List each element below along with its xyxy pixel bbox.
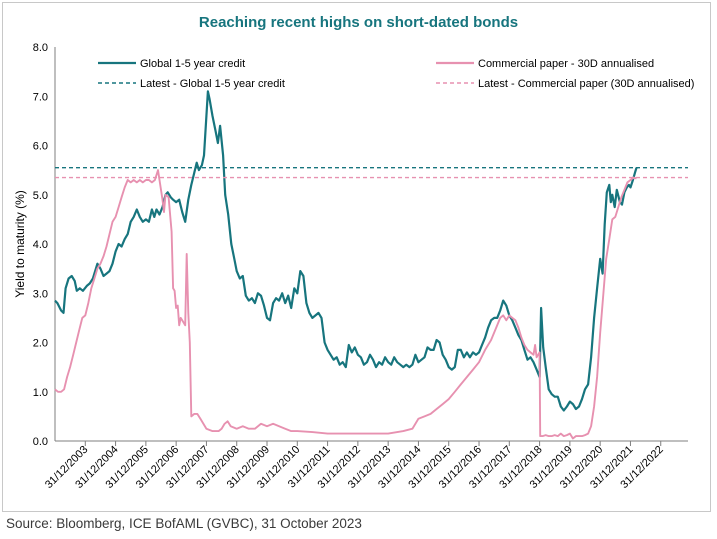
y-tick-label: 3.0: [33, 288, 48, 300]
y-tick-label: 5.0: [33, 190, 48, 202]
y-tick-label: 8.0: [33, 42, 48, 54]
chart-frame: [2, 2, 711, 512]
y-tick-label: 4.0: [33, 239, 48, 251]
series-1-line: [54, 90, 638, 412]
legend-label: Commercial paper - 30D annualised: [478, 58, 654, 70]
chart-title: Reaching recent highs on short-dated bon…: [198, 14, 519, 31]
legend-label: Latest - Commercial paper (30D annualise…: [478, 78, 694, 90]
y-tick-label: 0.0: [33, 436, 48, 448]
source-note: Source: Bloomberg, ICE BofAML (GVBC), 31…: [6, 516, 362, 531]
legend-label: Global 1-5 year credit: [140, 58, 245, 70]
y-tick-label: 2.0: [33, 338, 48, 350]
series-2-line: [54, 169, 637, 440]
y-tick-label: 6.0: [33, 141, 48, 153]
legend-label: Latest - Global 1-5 year credit: [140, 78, 285, 90]
y-tick-label: 1.0: [33, 387, 48, 399]
y-axis-label: Yield to maturity (%): [13, 190, 27, 298]
y-tick-label: 7.0: [33, 91, 48, 103]
